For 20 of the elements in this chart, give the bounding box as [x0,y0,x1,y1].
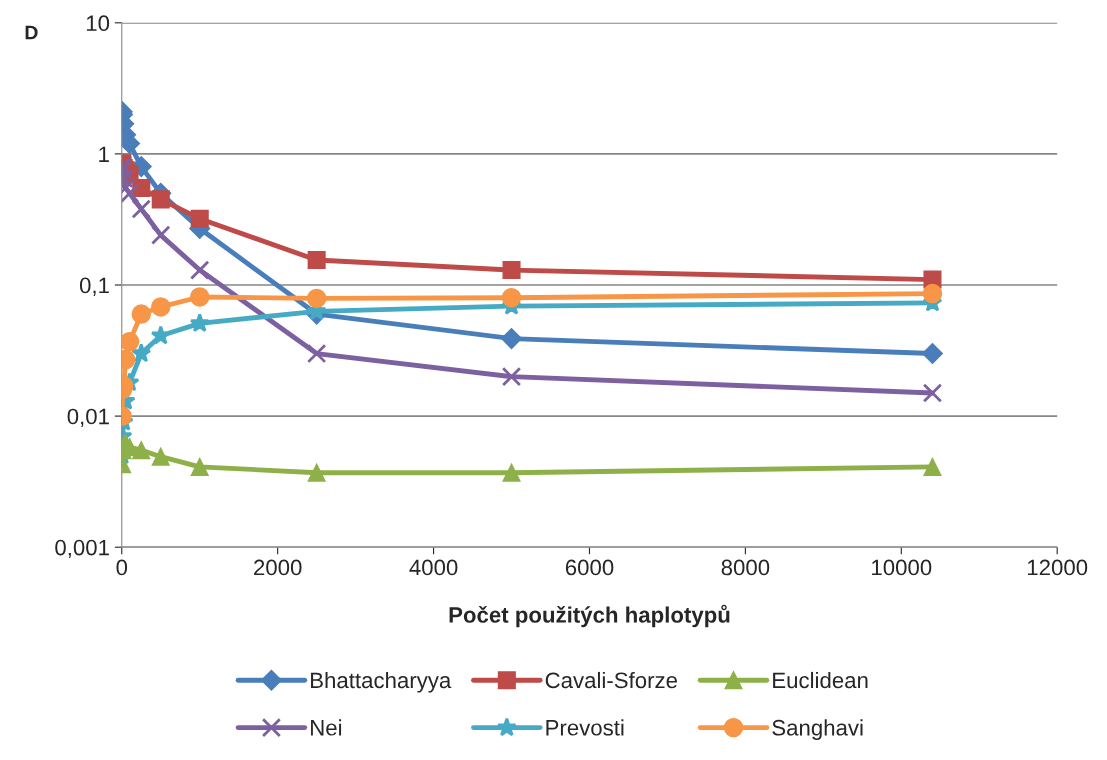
x-tick-label: 2000 [254,559,302,576]
legend-label: Bhattacharyya [311,671,452,693]
y-tick-label: 1 [99,146,109,162]
x-tick-label: 12000 [1027,559,1088,576]
y-tick-label: 0,001 [55,539,109,559]
y-axis-title: D [25,25,38,40]
x-tick-label: 0 [116,559,128,576]
y-tick-label: 10 [86,15,110,32]
legend-label: Nei [311,719,342,736]
x-tick-label: 6000 [565,559,614,576]
x-tick-label: 8000 [721,559,770,576]
legend-label: Prevosti [546,719,624,736]
x-tick-label: 10000 [872,559,932,576]
legend-label: Euclidean [773,671,868,689]
y-tick-label: 0,01 [67,408,109,427]
x-tick-label: 4000 [409,559,458,576]
y-tick-label: 0,1 [79,277,109,296]
legend-label: Cavali-Sforze [545,671,677,689]
x-axis-title: Počet použitých haplotypů [449,604,730,628]
legend-label: Sanghavi [772,719,863,740]
